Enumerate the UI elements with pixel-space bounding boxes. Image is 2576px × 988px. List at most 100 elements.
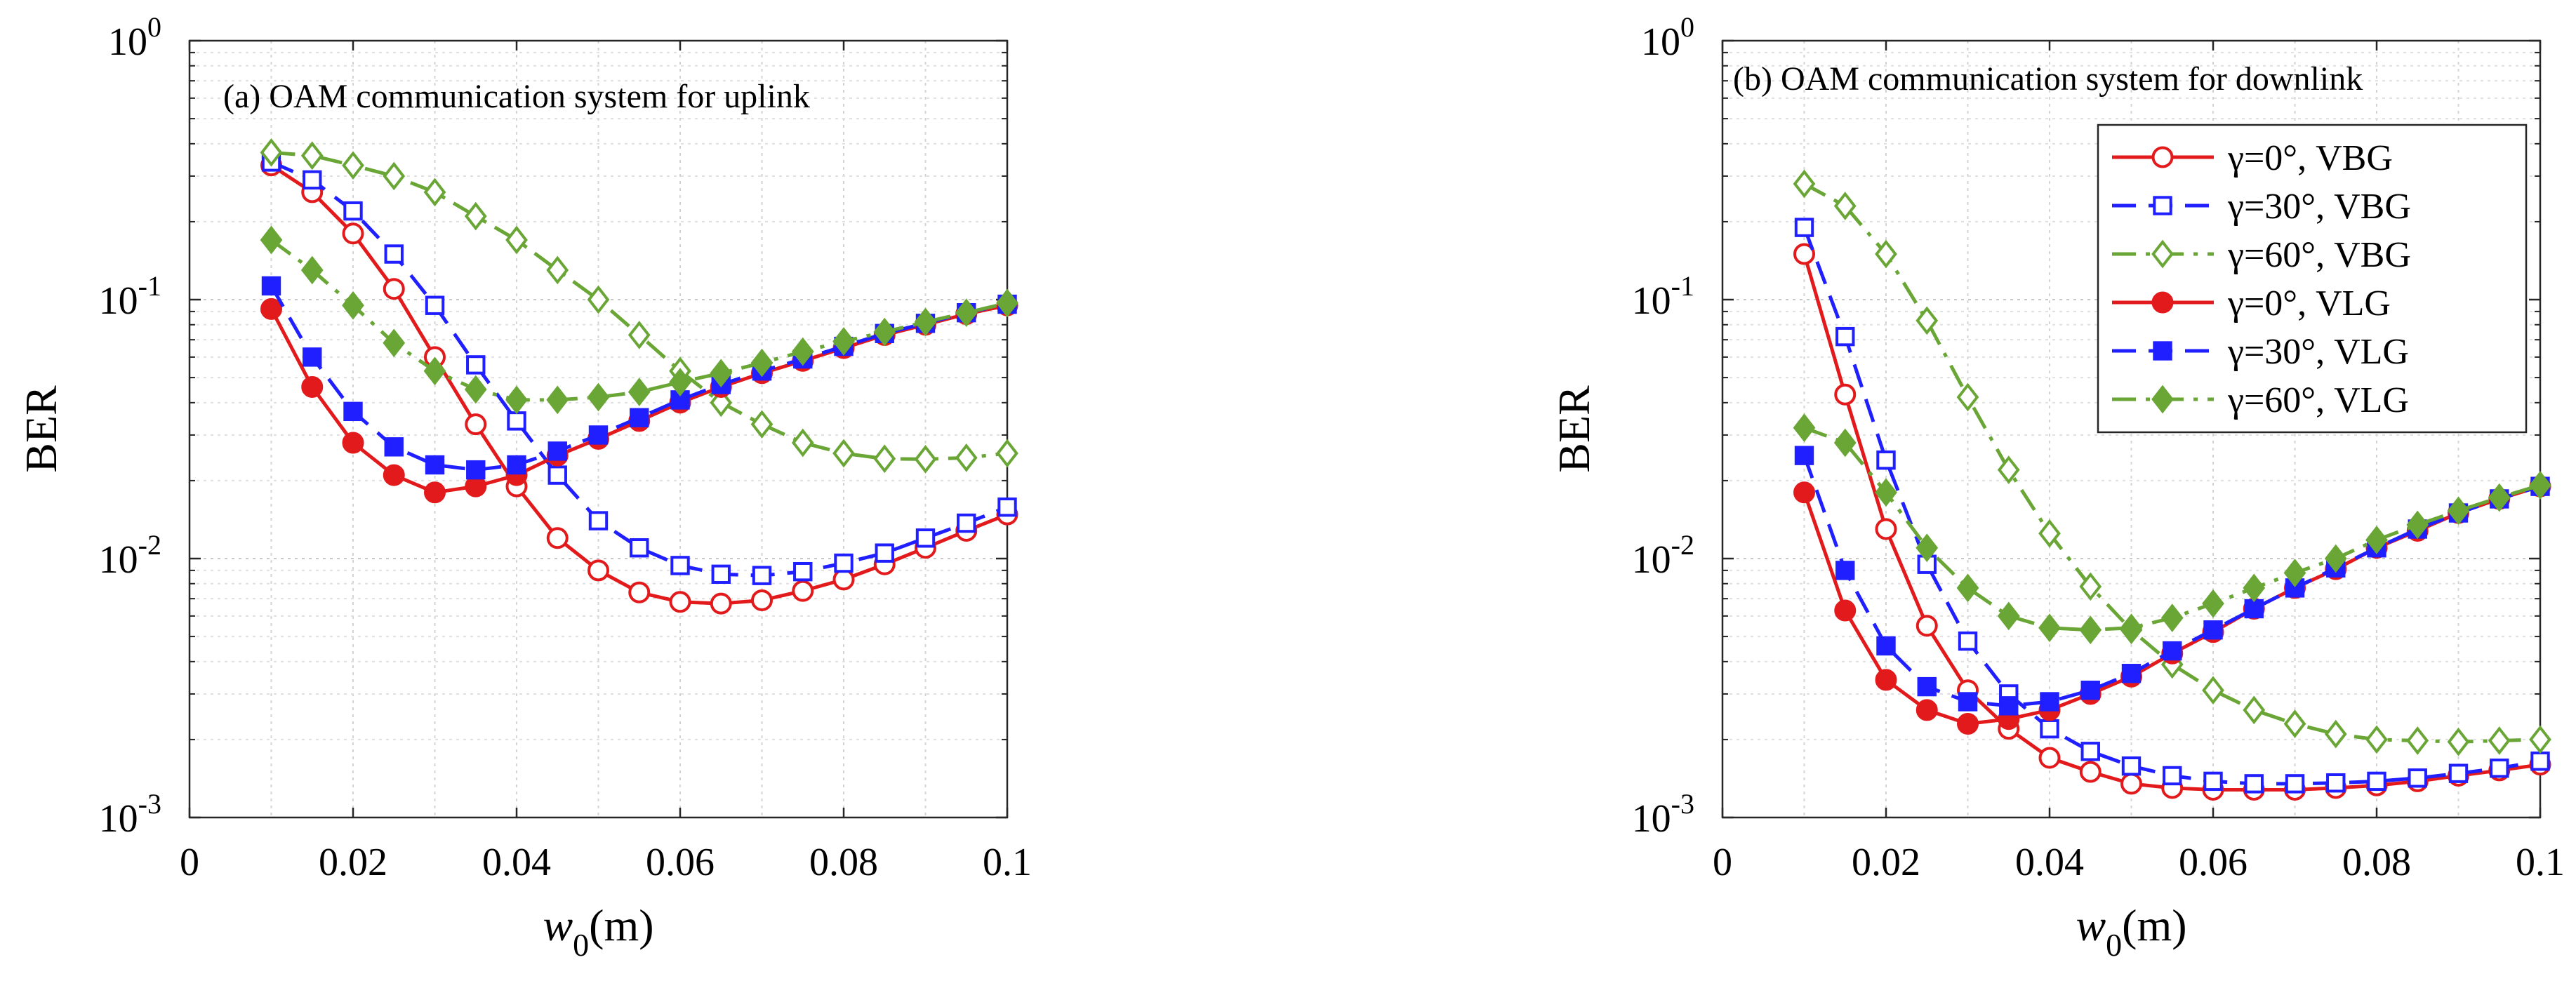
data-point-diamond <box>2529 471 2551 500</box>
data-point-circle <box>751 589 773 611</box>
data-point-circle <box>1875 518 1897 540</box>
data-point-square <box>1835 326 1855 347</box>
data-point-diamond <box>2038 613 2061 643</box>
y-tick-label: 10-1 <box>99 270 161 323</box>
data-point-diamond <box>2324 544 2347 573</box>
data-point-diamond <box>1833 192 1857 220</box>
data-point-diamond <box>2283 709 2306 738</box>
data-point-diamond <box>1793 169 1816 199</box>
data-point-square <box>547 441 567 461</box>
chart-panel-a: 0 0.02 0.04 0.06 0.08 0.1 10-3 10-2 10-1 100 BER w0… <box>16 11 1032 963</box>
series-1 <box>1794 218 2550 794</box>
data-point-diamond <box>1833 428 1857 458</box>
data-point-circle <box>628 581 651 603</box>
data-point-circle <box>383 464 405 486</box>
data-point-square <box>2153 341 2172 361</box>
data-point-square <box>2448 763 2469 783</box>
data-point-diamond <box>2243 573 2266 603</box>
data-point-diamond <box>342 151 364 180</box>
data-point-diamond <box>2365 526 2388 554</box>
axes-frame <box>1721 39 2542 819</box>
data-point-square <box>630 538 649 558</box>
legend-label: γ=60°, VBG <box>2227 235 2411 275</box>
data-point-diamond <box>2324 719 2347 749</box>
data-point-circle <box>465 413 487 436</box>
data-point-square <box>261 276 281 296</box>
data-point-square <box>2203 771 2223 792</box>
data-point-diamond <box>2529 725 2551 754</box>
data-point-square <box>425 295 445 315</box>
data-point-square <box>1999 696 2019 716</box>
data-point-circle <box>301 375 324 398</box>
data-point-diamond <box>2447 496 2470 526</box>
data-point-diamond <box>1875 478 1897 507</box>
data-point-circle <box>465 475 487 498</box>
data-point-diamond <box>873 317 896 347</box>
data-point-diamond <box>2202 589 2224 618</box>
data-point-square <box>1876 636 1896 656</box>
data-point-square <box>2203 620 2223 640</box>
data-point-diamond <box>914 307 937 337</box>
data-point-square <box>2163 766 2182 786</box>
data-point-square <box>2121 756 2142 776</box>
data-point-square <box>630 408 649 427</box>
data-point-diamond <box>587 285 610 314</box>
data-point-diamond <box>1916 306 1939 335</box>
data-point-diamond <box>2243 695 2266 725</box>
data-point-circle <box>2120 773 2142 795</box>
data-point-square <box>915 528 936 548</box>
legend-label: γ=60°, VLG <box>2227 380 2409 420</box>
data-point-square <box>2080 742 2100 761</box>
data-point-square <box>2408 768 2427 788</box>
x-tick-label: 0.04 <box>482 841 551 884</box>
data-point-square <box>507 411 526 431</box>
data-point-diamond <box>2038 519 2061 548</box>
data-point-diamond <box>1916 533 1939 563</box>
data-point-diamond <box>1956 382 1979 412</box>
data-point-diamond <box>300 141 324 171</box>
data-point-square <box>2244 599 2264 619</box>
data-point-diamond <box>750 348 774 378</box>
data-point-circle <box>260 298 282 320</box>
data-point-diamond <box>2120 613 2143 643</box>
data-point-diamond <box>2079 572 2102 601</box>
data-point-square <box>957 513 976 533</box>
data-point-diamond <box>423 356 446 386</box>
data-point-diamond <box>832 439 855 468</box>
legend-box <box>2097 124 2528 434</box>
axes-frame <box>188 39 1009 819</box>
data-point-square <box>711 564 731 585</box>
data-point-diamond <box>2283 559 2306 587</box>
data-point-square <box>2040 692 2059 712</box>
data-point-circle <box>1916 699 1938 721</box>
data-point-square <box>2367 771 2386 792</box>
data-point-diamond <box>2488 483 2511 512</box>
chart-title: (a) OAM communication system for uplink <box>223 78 810 115</box>
x-tick-label: 0 <box>180 841 199 884</box>
chart-title: (b) OAM communication system for downlin… <box>1733 60 2363 98</box>
data-point-square <box>875 543 894 563</box>
data-point-diamond <box>628 378 651 406</box>
data-point-circle <box>587 559 609 582</box>
data-point-square <box>2163 641 2182 661</box>
data-point-square <box>670 556 690 575</box>
data-point-diamond <box>955 298 978 328</box>
data-point-circle <box>710 592 732 615</box>
data-point-circle <box>2151 291 2174 314</box>
data-point-circle <box>2038 747 2061 769</box>
data-point-square <box>2490 759 2509 778</box>
data-point-square <box>752 566 772 585</box>
data-point-square <box>466 460 486 480</box>
data-point-diamond <box>1793 413 1816 442</box>
data-point-diamond <box>914 445 937 474</box>
data-point-diamond <box>710 359 733 388</box>
x-tick-label: 0.08 <box>809 841 878 884</box>
legend-item: γ=30°, VBG <box>2112 187 2411 227</box>
data-point-diamond <box>955 443 978 472</box>
legend-label: γ=30°, VLG <box>2227 332 2409 372</box>
data-point-diamond <box>300 255 324 285</box>
data-point-square <box>466 355 486 375</box>
data-point-diamond <box>383 161 406 191</box>
data-point-square <box>2121 664 2142 683</box>
data-point-square <box>588 511 609 530</box>
